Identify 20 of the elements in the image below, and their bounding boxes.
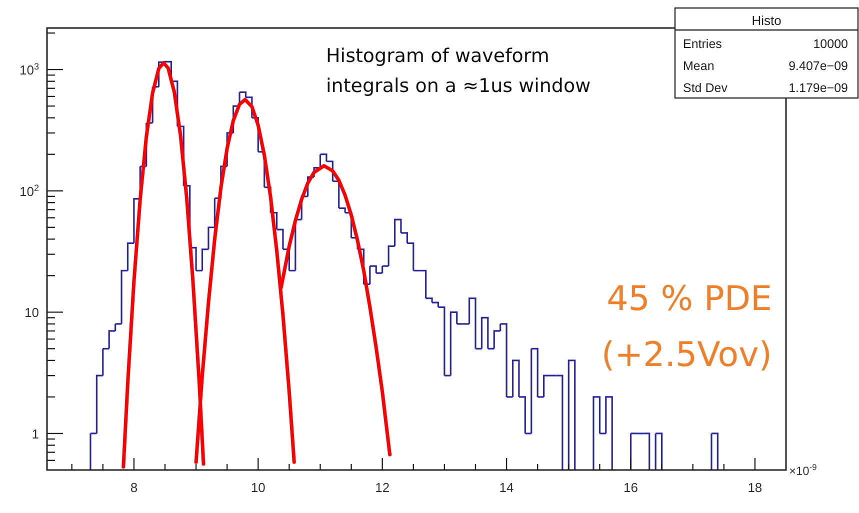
annotation: 45 % PDE (+2.5Vov)	[601, 279, 772, 375]
x-tick-label: 10	[250, 480, 266, 495]
x-tick-label: 14	[499, 480, 514, 495]
text: 10000	[813, 37, 848, 51]
text: Histo	[752, 13, 782, 28]
text: 9.407e−09	[788, 59, 848, 73]
x-tick-label: 12	[375, 480, 390, 495]
text: 1.179e−09	[788, 81, 848, 95]
y-tick-label: 1	[32, 426, 39, 442]
y-tick-label: 10$^{3}$	[19, 62, 39, 78]
x-axis-title: ×10$^{-9}$	[789, 462, 818, 478]
annotation: Mean	[683, 59, 714, 73]
x-tick-label: 16	[624, 480, 638, 495]
x-tick-label: 18	[748, 480, 762, 495]
annotation: Entries	[683, 37, 722, 51]
x-tick-label: 8	[130, 480, 138, 495]
y-tick-label: 10$^{2}$	[19, 182, 39, 199]
annotation: Std Dev	[683, 81, 728, 95]
annotation: Histogram of waveform integrals on a ≈1us window	[326, 45, 591, 97]
y-tick-label: 10	[24, 305, 39, 320]
